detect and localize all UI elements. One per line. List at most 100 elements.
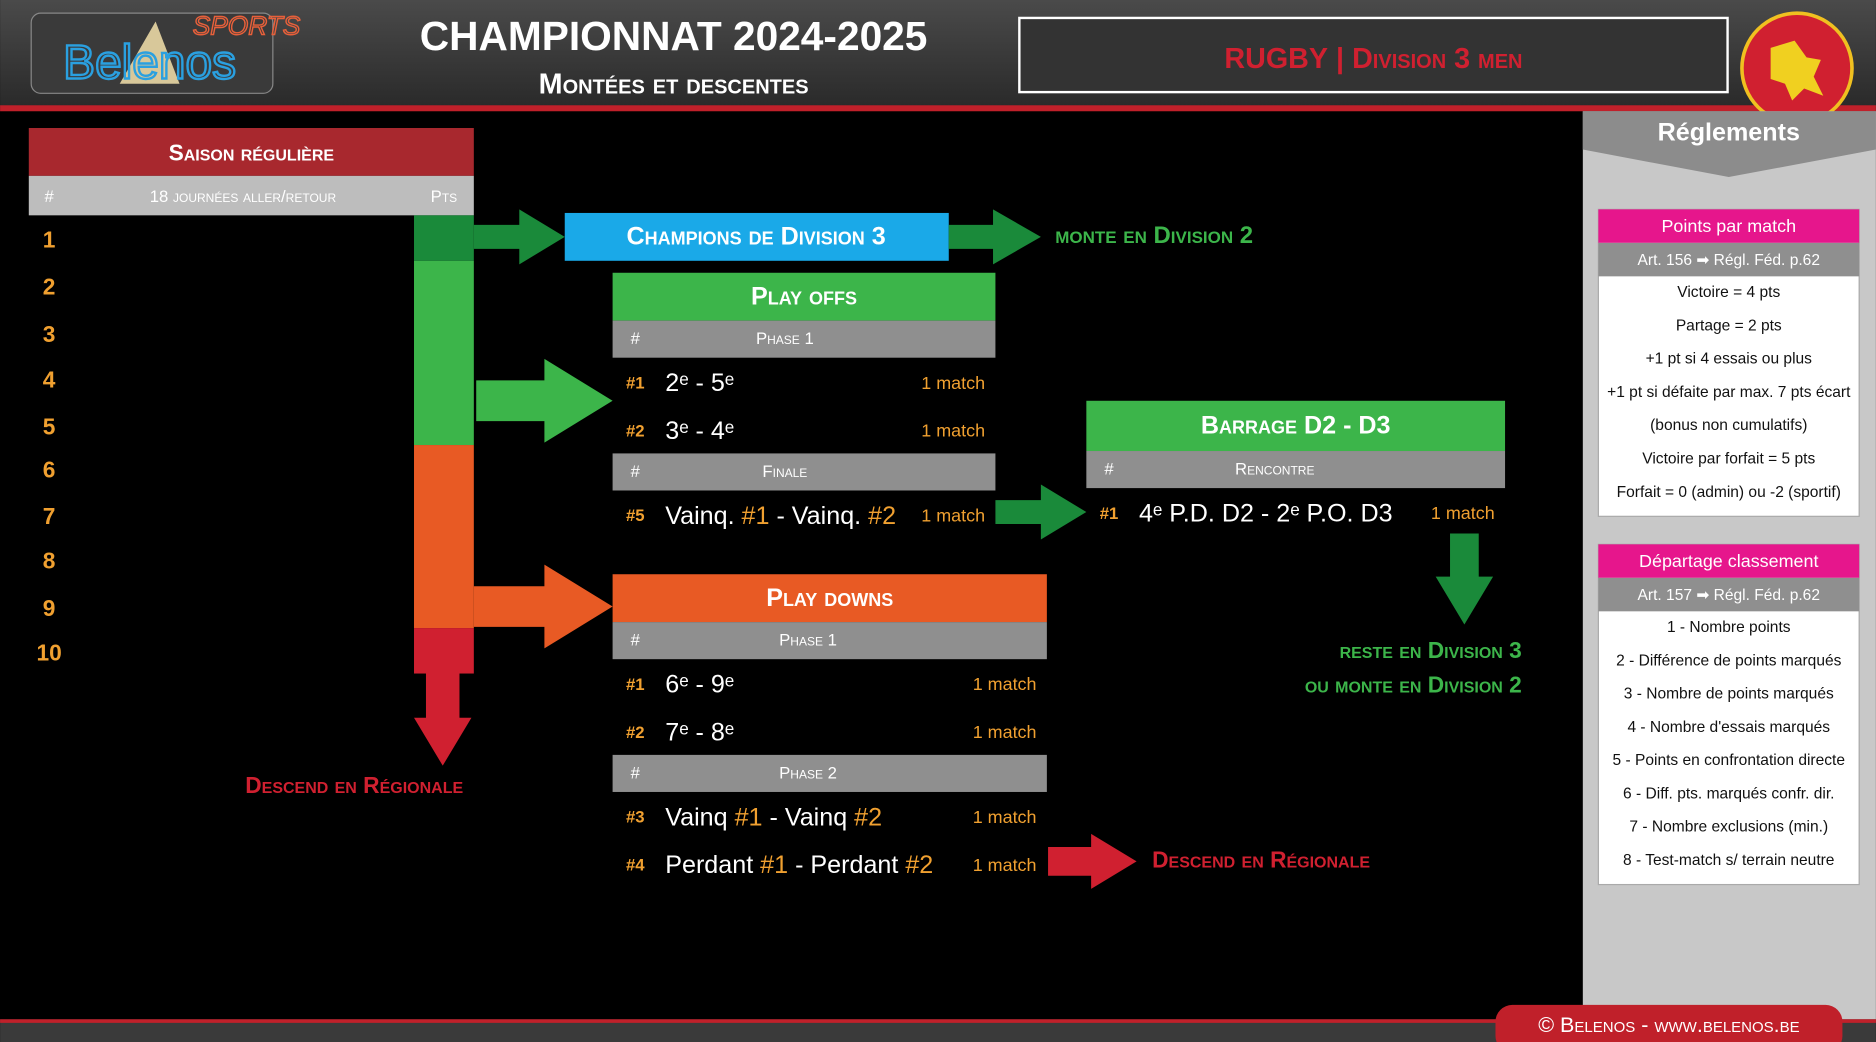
match-count: 1 match xyxy=(921,373,985,393)
column-label: Pts xyxy=(431,187,458,206)
zone-playdowns xyxy=(414,445,474,629)
match-id: #3 xyxy=(626,808,645,827)
badge-separator: | xyxy=(1336,42,1344,74)
match-id: #1 xyxy=(626,675,645,694)
table-title: Play downs xyxy=(766,584,893,612)
champions-outcome: monte en Division 2 xyxy=(1055,222,1253,249)
ranks: 1 2 3 4 5 6 7 8 9 10 xyxy=(36,227,61,666)
zone-relegation xyxy=(414,628,474,674)
section-header xyxy=(612,622,1047,660)
rank: 4 xyxy=(43,367,56,393)
rules-line: Forfait = 0 (admin) ou -2 (sportif) xyxy=(1617,484,1841,501)
champions-title: Champions de Division 3 xyxy=(627,223,886,251)
team-segment: 2ᵉ - 5ᵉ xyxy=(665,369,734,397)
match-count: 1 match xyxy=(973,674,1037,694)
season-columns xyxy=(28,175,474,216)
rules-line: +1 pt si défaite par max. 7 pts écart xyxy=(1607,384,1851,401)
rank: 7 xyxy=(43,503,56,529)
column-label: # xyxy=(631,763,641,782)
rules-line: Victoire = 4 pts xyxy=(1677,284,1780,301)
rules-title: Réglements xyxy=(1658,119,1800,147)
team-segment: #2 xyxy=(868,501,896,529)
table-header xyxy=(1086,400,1506,452)
rules-line: +1 pt si 4 essais ou plus xyxy=(1646,351,1813,368)
crest-lion xyxy=(1770,40,1824,101)
badge-division: Division 3 men xyxy=(1352,42,1522,74)
relegation-text: Descend en Régionale xyxy=(245,772,463,798)
team-segment: 7ᵉ - 8ᵉ xyxy=(665,718,734,746)
rules-line: (bonus non cumulatifs) xyxy=(1650,417,1807,434)
team-segment: #2 xyxy=(905,851,933,879)
arrow xyxy=(995,484,1087,540)
rules-line: 3 - Nombre de points marqués xyxy=(1624,686,1834,703)
column-label: Rencontre xyxy=(1235,460,1314,479)
footer: © Belenos - www.belenos.be xyxy=(1538,1013,1799,1037)
rules-line: Victoire par forfait = 5 pts xyxy=(1642,450,1815,467)
rules: Points par match Art. 156 ➡ Régl. Féd. p.… xyxy=(1597,208,1860,886)
team-segment: 3ᵉ - 4ᵉ xyxy=(665,417,734,445)
match-id: #1 xyxy=(626,373,645,392)
sidebar-header xyxy=(1582,111,1876,178)
rules-box-header xyxy=(1598,209,1860,243)
section-header xyxy=(612,754,1047,792)
badge xyxy=(1018,16,1729,94)
table-title: Barrage D2 - D3 xyxy=(1201,412,1391,440)
match-id: #2 xyxy=(626,723,645,742)
section-header xyxy=(612,320,996,358)
arrow xyxy=(948,209,1041,265)
column-label: Phase 1 xyxy=(779,631,837,650)
rules-line: 1 - Nombre points xyxy=(1667,619,1791,636)
subtitle: Montées et descentes xyxy=(539,69,809,101)
rules-box-title: Points par match xyxy=(1661,216,1796,236)
rules-line: 4 - Nombre d'essais marqués xyxy=(1627,719,1830,736)
footer-line xyxy=(0,1019,1876,1023)
rules-line: 6 - Diff. pts. marqués confr. dir. xyxy=(1623,785,1834,802)
column-label: Phase 1 xyxy=(756,329,814,348)
team-segment: Perdant xyxy=(665,851,760,879)
table-header xyxy=(612,272,996,321)
arrow xyxy=(1435,533,1494,625)
footer-bar xyxy=(0,1019,1876,1042)
zone-playoffs xyxy=(414,260,474,446)
team-segment: Vainq. xyxy=(665,501,741,529)
rules-line: 2 - Différence de points marqués xyxy=(1616,652,1841,669)
team-segment: #1 xyxy=(742,501,770,529)
match-count: 1 match xyxy=(921,506,985,526)
champions-box xyxy=(564,212,949,261)
match-teams: 4ᵉ P.D. D2 - 2ᵉ P.O. D3 xyxy=(1139,499,1393,527)
rules-box-title: Départage classement xyxy=(1639,551,1818,571)
match-teams: 7ᵉ - 8ᵉ xyxy=(665,718,734,746)
barrage-outcome: reste en Division 3 xyxy=(1340,637,1522,663)
section-header xyxy=(1086,451,1506,489)
rules-reference-bar xyxy=(1598,577,1860,612)
team-segment: - Perdant xyxy=(788,851,905,879)
rules-line: 5 - Points en confrontation directe xyxy=(1613,752,1845,769)
rank: 6 xyxy=(43,456,56,482)
rank: 2 xyxy=(43,273,56,299)
column-label: # xyxy=(631,462,641,481)
column-label: # xyxy=(631,329,641,348)
match-count: 1 match xyxy=(973,855,1037,875)
match-teams: 3ᵉ - 4ᵉ xyxy=(665,417,734,445)
rules-line: 8 - Test-match s/ terrain neutre xyxy=(1623,852,1834,869)
barrage-outcome: ou monte en Division 2 xyxy=(1305,672,1522,698)
match-count: 1 match xyxy=(973,807,1037,827)
badge-text: RUGBY | Division 3 men xyxy=(1224,42,1522,74)
team-segment: #1 xyxy=(760,851,788,879)
match-id: #2 xyxy=(626,421,645,440)
title: CHAMPIONNAT 2024-2025 xyxy=(420,13,928,59)
team-segment: - Vainq xyxy=(763,803,855,831)
match-teams: Vainq #1 - Vainq #2 xyxy=(665,803,882,831)
team-segment: - Vainq. xyxy=(769,501,868,529)
badge-sport: RUGBY xyxy=(1224,42,1328,74)
table-header xyxy=(612,574,1047,623)
season-header xyxy=(28,128,474,176)
rank: 3 xyxy=(43,321,56,347)
table-title: Play offs xyxy=(751,283,857,311)
match-teams: 2ᵉ - 5ᵉ xyxy=(665,369,734,397)
rules-reference-bar xyxy=(1598,242,1860,277)
match-teams: 6ᵉ - 9ᵉ xyxy=(665,670,734,698)
column-label: # xyxy=(1104,460,1114,479)
